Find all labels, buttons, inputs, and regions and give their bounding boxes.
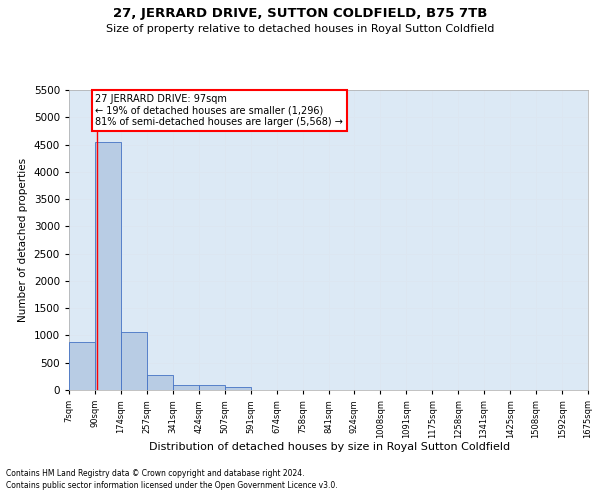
Text: Size of property relative to detached houses in Royal Sutton Coldfield: Size of property relative to detached ho… <box>106 24 494 34</box>
Bar <box>199 385 224 390</box>
Bar <box>224 386 251 390</box>
Y-axis label: Number of detached properties: Number of detached properties <box>18 158 28 322</box>
Text: 27, JERRARD DRIVE, SUTTON COLDFIELD, B75 7TB: 27, JERRARD DRIVE, SUTTON COLDFIELD, B75… <box>113 8 487 20</box>
Bar <box>173 384 199 390</box>
Bar <box>147 374 173 390</box>
Text: Contains HM Land Registry data © Crown copyright and database right 2024.: Contains HM Land Registry data © Crown c… <box>6 468 305 477</box>
Text: Contains public sector information licensed under the Open Government Licence v3: Contains public sector information licen… <box>6 481 338 490</box>
Text: Distribution of detached houses by size in Royal Sutton Coldfield: Distribution of detached houses by size … <box>149 442 511 452</box>
Text: 27 JERRARD DRIVE: 97sqm
← 19% of detached houses are smaller (1,296)
81% of semi: 27 JERRARD DRIVE: 97sqm ← 19% of detache… <box>95 94 343 127</box>
Bar <box>95 142 121 390</box>
Bar <box>121 332 147 390</box>
Bar <box>69 342 95 390</box>
